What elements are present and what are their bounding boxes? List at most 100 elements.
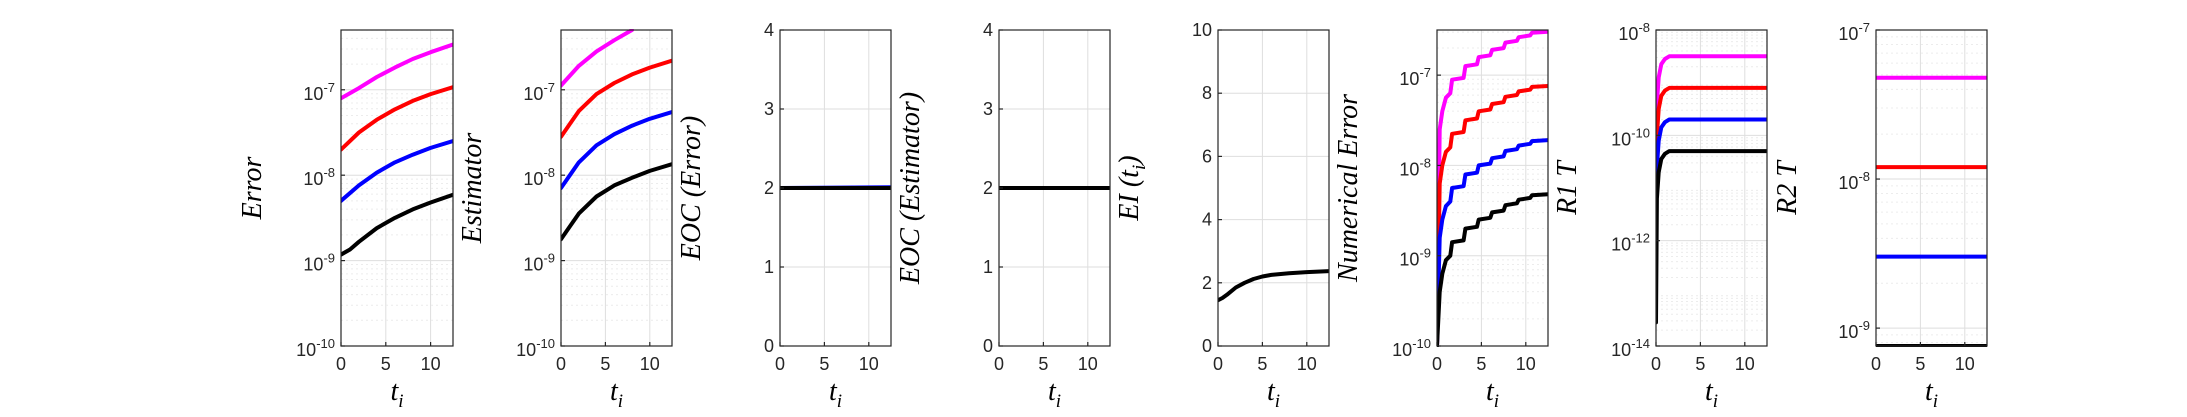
x-axis-label: ti [1925,376,1938,412]
series-line [1656,117,1767,243]
x-tick-label: 5 [1915,354,1925,374]
x-axis-label: ti [1705,376,1718,412]
grid [1437,30,1548,346]
y-tick-label: 8 [1202,83,1212,103]
y-tick-label: 3 [764,99,774,119]
series-line [341,192,453,257]
axes-box [340,29,454,347]
x-tick-label: 0 [994,354,1004,374]
series-line [1437,192,1548,347]
y-axis-label: Error [237,157,268,221]
x-tick-label: 10 [1078,354,1098,374]
series-line [1437,29,1548,347]
chart-numerical-error: 0 5 10 10-10 10-9 10-8 10-7 ti Numerical Error [1333,29,1549,412]
x-tick-label: 10 [859,354,879,374]
series-group [561,29,672,242]
chart-estimator: 0 5 10 10-10 10-9 10-8 10-7 ti Estimator [457,29,673,412]
x-tick-label: 5 [1038,354,1048,374]
axes-box [1217,29,1330,347]
chart-ei: 0 5 10 0 2 4 6 8 10 ti EI (ti) [1114,20,1330,412]
plot-area [1218,30,1329,346]
series-line [1656,54,1767,180]
chart-eoc-error: 0 5 10 0 1 2 3 4 ti EOC (Error) [676,20,892,412]
series-line [341,139,453,203]
y-tick-label: 10-9 [303,251,335,275]
x-axis-label: ti [829,376,842,412]
x-tick-label: 10 [1955,354,1975,374]
x-tick-label: 5 [1695,354,1705,374]
axes-box [1875,29,1988,347]
y-tick-label: 1 [764,257,774,277]
x-tick-label: 5 [1257,354,1267,374]
x-axis-label: ti [1267,376,1280,412]
y-tick-label: 2 [1202,273,1212,293]
y-tick-label: 10-10 [296,336,335,360]
x-tick-label: 5 [600,354,610,374]
axes-box [1655,29,1768,347]
y-tick-label: 10-7 [303,80,335,104]
x-axis-label: ti [1048,376,1061,412]
y-tick-label: 10-7 [1399,65,1431,89]
series-line [561,110,672,190]
series-line [561,162,672,242]
series-group [780,185,891,190]
x-tick-label: 10 [421,354,441,374]
y-tick-label: 4 [764,20,774,40]
y-axis-label: R2 T [1772,159,1803,216]
grid [1218,30,1329,346]
x-tick-label: 0 [1651,354,1661,374]
chart-r1t: 0 5 10 10-14 10-12 10-10 10-8 ti R1 T [1552,20,1768,412]
y-tick-label: 10-9 [1838,318,1870,342]
y-tick-label: 10-8 [1838,169,1870,193]
grid [561,29,672,346]
x-tick-label: 0 [1432,354,1442,374]
y-axis-label: Numerical Error [1333,94,1364,283]
y-tick-label: 0 [983,336,993,356]
series-line [1437,138,1548,347]
grid [1876,30,1987,346]
y-tick-label: 2 [983,178,993,198]
y-tick-label: 2 [764,178,774,198]
y-tick-label: 1 [983,257,993,277]
chart-error: 0 5 10 10-10 10-9 10-8 10-7 ti Error [237,29,454,412]
series-group [1437,29,1548,347]
y-tick-label: 0 [1202,336,1212,356]
series-line [561,29,634,88]
y-tick-label: 4 [983,20,993,40]
y-axis-label: EI (ti) [1114,155,1150,221]
y-tick-label: 10-8 [1618,20,1650,44]
y-tick-label: 10-9 [523,251,555,275]
series-line [1437,84,1548,347]
axes-box [1436,29,1549,347]
y-axis-label: EOC (Error) [676,116,707,261]
plot-area [1656,30,1767,346]
y-tick-label: 10-12 [1611,231,1650,255]
x-axis-label: ti [1486,376,1499,412]
y-tick-label: 10-7 [523,80,555,104]
x-tick-label: 10 [1735,354,1755,374]
y-tick-label: 10-8 [1399,155,1431,179]
y-axis-label: EOC (Estimator) [895,92,926,285]
x-tick-label: 0 [1213,354,1223,374]
series-group [341,42,453,257]
y-tick-label: 10-10 [1611,125,1650,149]
x-axis-label: ti [390,376,403,412]
y-tick-label: 6 [1202,146,1212,166]
y-tick-label: 10-10 [516,336,555,360]
x-tick-label: 0 [1871,354,1881,374]
y-tick-label: 3 [983,99,993,119]
y-tick-label: 0 [764,336,774,356]
x-tick-label: 5 [819,354,829,374]
y-tick-label: 10-7 [1838,20,1870,44]
series-line [1656,149,1767,325]
y-axis-label: Estimator [457,133,488,245]
y-tick-label: 10-9 [1399,246,1431,270]
x-tick-label: 5 [381,354,391,374]
x-axis-label: ti [610,376,623,412]
grid [341,29,453,346]
y-tick-label: 10-14 [1611,336,1650,360]
series-line [1218,269,1329,303]
x-tick-label: 0 [556,354,566,374]
series-line [341,42,453,101]
